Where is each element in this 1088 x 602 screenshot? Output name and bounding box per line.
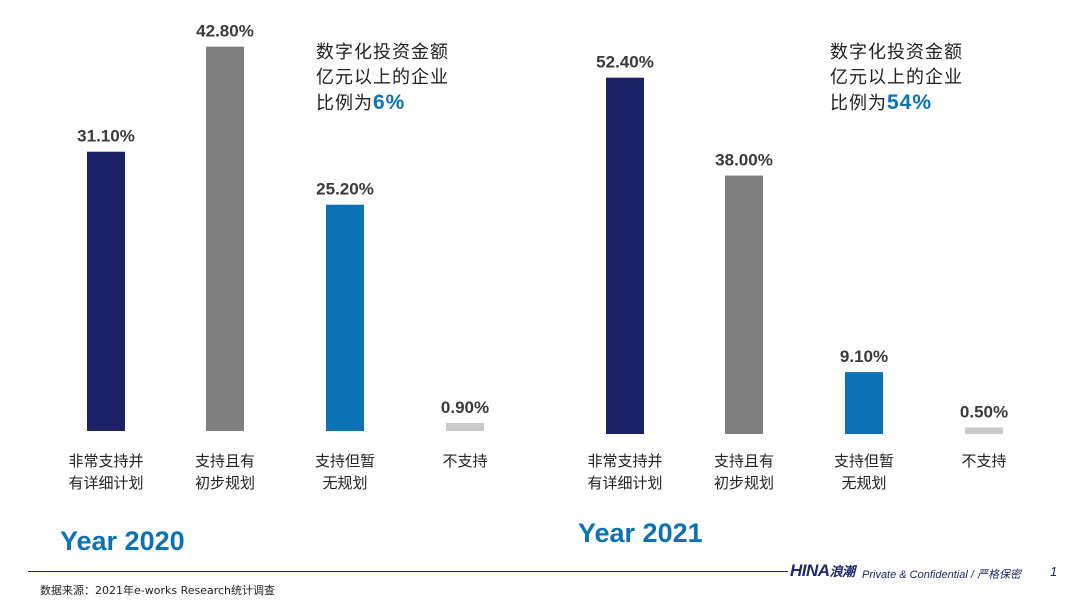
annotation-line: 比例为 <box>316 93 373 114</box>
annotation-line: 亿元以上的企业 <box>830 67 963 88</box>
bar-4 <box>965 427 1003 434</box>
value-label: 0.50% <box>960 403 1008 422</box>
category-label: 支持且有 <box>195 452 255 470</box>
value-label: 25.20% <box>316 180 374 199</box>
category-label: 不支持 <box>442 452 487 470</box>
value-label: 9.10% <box>840 347 888 366</box>
company-logo: HINA浪潮 <box>790 561 855 581</box>
category-label: 非常支持并 <box>68 452 143 470</box>
category-label: 支持且有 <box>714 452 774 470</box>
category-label: 支持但暂 <box>315 452 375 470</box>
category-label: 无规划 <box>841 474 886 492</box>
value-label: 0.90% <box>441 398 489 417</box>
bar-3 <box>845 372 883 434</box>
annotation-2020: 数字化投资金额 亿元以上的企业 比例为6% <box>316 40 449 116</box>
annotation-line: 数字化投资金额 <box>316 42 449 63</box>
page-number: 1 <box>1050 564 1058 579</box>
category-label: 初步规划 <box>714 474 774 492</box>
value-label: 31.10% <box>77 127 135 146</box>
category-label: 无规划 <box>322 474 367 492</box>
category-label: 初步规划 <box>195 474 255 492</box>
annotation-highlight: 6% <box>373 91 406 114</box>
bar-2 <box>725 175 763 434</box>
value-label: 38.00% <box>715 151 773 170</box>
footer-divider <box>28 571 788 572</box>
category-label: 支持但暂 <box>834 452 894 470</box>
category-label: 非常支持并 <box>587 452 662 470</box>
bar-3 <box>326 204 364 431</box>
year-label-2020: Year 2020 <box>60 526 185 556</box>
category-label: 有详细计划 <box>68 474 143 492</box>
confidential-note: Private & Confidential / 严格保密 <box>862 569 1021 581</box>
logo-cn: 浪潮 <box>829 564 856 579</box>
annotation-highlight: 54% <box>887 91 933 114</box>
annotation-line: 比例为 <box>830 93 887 114</box>
annotation-line: 数字化投资金额 <box>830 42 963 63</box>
value-label: 42.80% <box>196 22 254 41</box>
category-label: 有详细计划 <box>587 474 662 492</box>
source-note: 数据来源：2021年e-works Research统计调查 <box>40 584 276 597</box>
bar-1 <box>606 77 644 435</box>
logo-text: HINA <box>790 561 830 580</box>
annotation-2021: 数字化投资金额 亿元以上的企业 比例为54% <box>830 40 963 116</box>
annotation-line: 亿元以上的企业 <box>316 67 449 88</box>
bar-2 <box>206 46 244 431</box>
year-label-2021: Year 2021 <box>578 518 703 548</box>
category-label: 不支持 <box>961 452 1006 470</box>
value-label: 52.40% <box>596 53 654 72</box>
bar-4 <box>446 422 484 431</box>
bar-1 <box>87 151 125 432</box>
